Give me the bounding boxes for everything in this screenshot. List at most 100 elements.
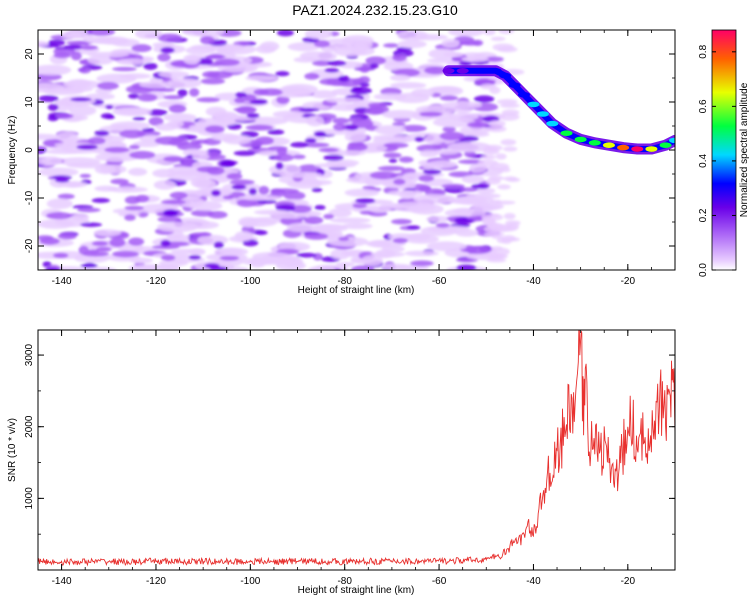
- noise-blob: [286, 222, 315, 233]
- noise-blob: [398, 156, 414, 163]
- noise-blob: [406, 225, 420, 230]
- noise-blob: [390, 74, 411, 81]
- noise-blob: [207, 53, 225, 60]
- noise-blob: [489, 86, 501, 94]
- colorbar: 0.0 0.2 0.4 0.6 0.8 Normalized spectral ampl…: [698, 29, 750, 277]
- noise-blob: [233, 107, 257, 112]
- noise-blob: [441, 183, 465, 189]
- noise-blob: [276, 95, 290, 105]
- ridge-point: [560, 130, 573, 136]
- noise-blob: [153, 180, 177, 190]
- noise-blob: [441, 101, 483, 110]
- noise-blob: [318, 147, 339, 153]
- noise-blob: [214, 58, 240, 67]
- noise-blob: [368, 207, 391, 213]
- noise-blob: [190, 209, 215, 217]
- noise-blob: [422, 169, 442, 175]
- noise-blob: [47, 103, 59, 111]
- x-tick-label: -60: [432, 576, 447, 587]
- noise-blob: [498, 30, 515, 35]
- noise-blob: [70, 97, 92, 102]
- noise-blob: [87, 30, 116, 36]
- noise-blob: [139, 81, 174, 89]
- noise-blob: [313, 40, 331, 48]
- x-tick-label: -140: [52, 276, 72, 287]
- noise-blob: [476, 187, 496, 194]
- noise-blob: [163, 210, 178, 217]
- noise-blob: [163, 156, 184, 163]
- spectrogram-ylabel: Frequency (Hz): [7, 116, 18, 185]
- noise-blob: [428, 48, 457, 60]
- noise-blob: [222, 134, 252, 145]
- noise-blob: [275, 71, 290, 77]
- ridge-point: [518, 92, 531, 98]
- noise-blob: [158, 71, 190, 78]
- noise-blob: [129, 150, 156, 159]
- noise-blob: [447, 141, 492, 153]
- y-tick-label: 2000: [24, 415, 35, 438]
- noise-blob: [286, 178, 323, 189]
- noise-blob: [116, 58, 147, 66]
- noise-blob: [296, 252, 317, 258]
- noise-blob: [124, 214, 136, 221]
- ridge-point: [631, 146, 644, 152]
- noise-blob: [245, 75, 279, 81]
- noise-blob: [38, 40, 49, 47]
- noise-blob: [459, 125, 490, 135]
- colorbar-axes: 0.0 0.2 0.4 0.6 0.8: [698, 44, 736, 277]
- noise-blob: [359, 65, 370, 73]
- noise-blob: [317, 51, 337, 61]
- noise-blob: [252, 252, 291, 261]
- noise-blob: [392, 237, 408, 244]
- noise-blob: [226, 172, 243, 180]
- ridge-point: [470, 68, 483, 74]
- noise-blob: [372, 134, 411, 141]
- noise-blob: [68, 105, 97, 116]
- noise-blob: [324, 68, 340, 73]
- noise-blob: [191, 149, 211, 161]
- ridge-point: [442, 68, 455, 74]
- noise-blob: [61, 31, 82, 39]
- noise-blob: [248, 187, 257, 196]
- noise-blob: [292, 154, 306, 160]
- noise-blob: [323, 154, 344, 161]
- colorbar-gradient: [711, 29, 737, 271]
- noise-blob: [360, 255, 384, 267]
- noise-blob: [304, 72, 320, 80]
- x-tick-label: -120: [146, 576, 166, 587]
- y-tick-label: 0: [24, 147, 35, 153]
- noise-blob: [418, 174, 435, 182]
- colorbar-tick-label: 0.2: [698, 208, 709, 222]
- noise-blob: [365, 56, 387, 65]
- noise-blob: [258, 185, 270, 195]
- x-tick-label: -100: [240, 576, 260, 587]
- noise-blob: [503, 146, 518, 152]
- noise-blob: [229, 179, 255, 185]
- noise-blob: [57, 232, 77, 240]
- noise-blob: [496, 99, 518, 105]
- noise-blob: [448, 30, 485, 37]
- colorbar-tick-label: 0.8: [698, 44, 709, 58]
- noise-blob: [255, 136, 274, 146]
- noise-blob: [79, 173, 91, 179]
- noise-blob: [290, 142, 309, 148]
- ridge-point: [536, 111, 549, 117]
- noise-blob: [158, 265, 180, 270]
- noise-blob: [389, 82, 427, 89]
- noise-blob: [96, 246, 112, 252]
- noise-blob: [231, 184, 247, 190]
- noise-blob: [461, 175, 485, 184]
- noise-blob: [455, 229, 479, 237]
- noise-blob: [505, 220, 521, 226]
- noise-blob: [169, 191, 188, 199]
- noise-blob: [312, 60, 333, 67]
- noise-blob: [211, 189, 221, 197]
- noise-blob: [381, 110, 421, 120]
- noise-blob: [460, 187, 479, 192]
- ridge-point: [499, 72, 512, 79]
- noise-blob: [461, 56, 489, 62]
- noise-blob: [104, 146, 130, 153]
- noise-blob: [80, 45, 99, 50]
- noise-blob: [87, 51, 130, 58]
- noise-blob: [220, 160, 238, 165]
